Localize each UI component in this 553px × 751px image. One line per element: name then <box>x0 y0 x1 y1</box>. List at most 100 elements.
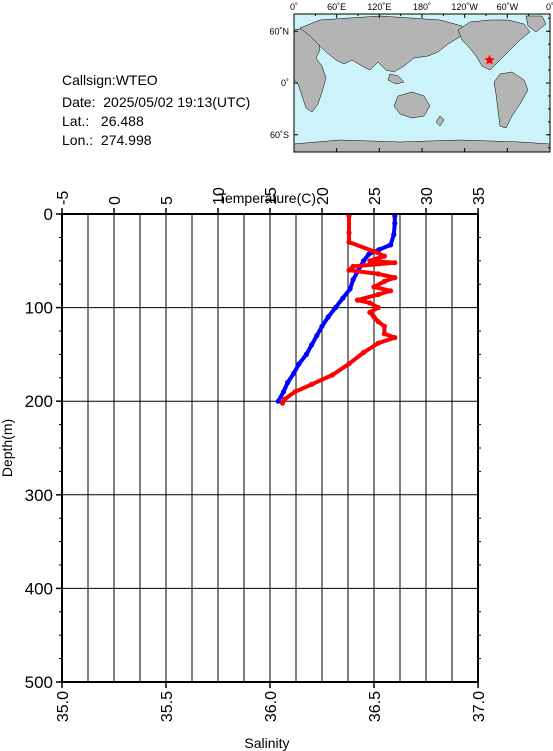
y-tick-label: 100 <box>25 299 53 318</box>
temperature-data-point <box>314 333 320 339</box>
salinity-data-point <box>346 239 352 245</box>
temperature-data-point <box>296 361 302 367</box>
date-value: 2025/05/02 19:13(UTC) <box>103 94 251 110</box>
top-tick-label: 25 <box>367 187 384 205</box>
map-ticks <box>293 14 551 152</box>
y-tick-label: 500 <box>25 673 53 692</box>
salinity-profile-line <box>280 213 397 406</box>
map-lon-label: 0˚ <box>546 2 553 12</box>
temperature-data-point <box>376 247 382 253</box>
temperature-data-point <box>332 305 339 311</box>
station-marker <box>484 54 495 65</box>
lat-line: Lat.: 26.488 <box>62 113 144 129</box>
top-tick-label: 30 <box>419 187 436 205</box>
top-tick-label: 35 <box>471 187 488 205</box>
map-lon-labels: 0˚ 60˚E 120˚E 180˚ 120˚W 60˚W 0˚ <box>290 2 553 12</box>
salinity-data-point <box>392 335 398 341</box>
salinity-data-point <box>375 305 381 311</box>
salinity-data-point <box>346 267 352 273</box>
salinity-data-point <box>346 230 352 236</box>
top-tick-label: 20 <box>315 187 332 205</box>
salinity-data-point <box>381 278 387 284</box>
map-lon-label: 180˚ <box>413 2 431 12</box>
map-lon-label: 60˚W <box>497 2 519 12</box>
salinity-data-point <box>279 400 286 406</box>
bottom-tick-label: 36.0 <box>263 691 280 722</box>
temperature-data-point <box>388 242 394 248</box>
temperature-data-point <box>319 323 325 329</box>
temperature-data-point <box>392 220 398 226</box>
y-tick-label: 400 <box>25 579 53 598</box>
map-lat-label: 60˚N <box>269 26 289 36</box>
y-tick-label: 0 <box>44 205 53 224</box>
bottom-tick-label: 37.0 <box>471 691 488 722</box>
land-australia <box>393 91 431 119</box>
salinity-data-point <box>381 331 387 337</box>
temperature-data-point <box>285 379 291 386</box>
salinity-data-point <box>361 349 367 356</box>
top-tick-label: 15 <box>263 187 280 205</box>
top-axis-title: Temperature(C) <box>218 190 316 206</box>
land-north-america <box>457 19 531 71</box>
map-lon-label: 120˚E <box>367 2 391 12</box>
map-lon-label: 0˚ <box>290 2 298 12</box>
temperature-data-point <box>347 286 353 292</box>
map-lon-label: 60˚E <box>327 2 346 12</box>
date-line: Date: 2025/05/02 19:13(UTC) <box>62 94 250 110</box>
salinity-data-point <box>381 253 387 259</box>
map-lat-labels: 60˚N 0˚ 60˚S <box>269 26 289 140</box>
salinity-data-point <box>350 263 356 269</box>
plot-grid <box>62 214 478 682</box>
lat-label: Lat.: <box>62 113 90 129</box>
map-lat-label: 0˚ <box>281 78 289 88</box>
salinity-data-point <box>371 284 377 290</box>
salinity-data-point <box>367 300 373 306</box>
temperature-data-point <box>361 258 367 264</box>
top-tick-label: 10 <box>211 187 228 205</box>
salinity-data-point <box>392 260 398 266</box>
bottom-tick-label: 36.5 <box>367 691 384 722</box>
salinity-data-point <box>392 275 398 281</box>
salinity-data-point <box>375 340 381 346</box>
salinity-data-point <box>367 309 373 315</box>
callsign-label: Callsign: <box>62 72 116 88</box>
world-map: 0˚ 60˚E 120˚E 180˚ 120˚W 60˚W 0˚ 60˚N 0˚ 60˚S <box>269 2 553 153</box>
temperature-profile-line <box>276 213 397 404</box>
map-land <box>293 15 551 153</box>
land-se-asia <box>387 73 405 85</box>
temperature-data-point <box>280 389 287 395</box>
salinity-data-point <box>375 291 381 298</box>
bottom-axis-title: Salinity <box>244 735 289 751</box>
callsign-value: WTEO <box>115 72 158 88</box>
land-greenland <box>525 15 547 33</box>
station-star-icon <box>484 54 495 65</box>
y-axis-title: Depth(m) <box>0 419 15 477</box>
land-south-america <box>493 71 529 129</box>
land-new-zealand <box>435 115 445 127</box>
temperature-data-point <box>303 351 309 357</box>
temperature-data-point <box>275 398 281 404</box>
lon-label: Lon.: <box>62 132 94 148</box>
date-label: Date: <box>62 94 96 110</box>
bottom-tick-label: 35.5 <box>159 691 176 722</box>
callsign-line: Callsign:WTEO <box>62 72 158 88</box>
lon-line: Lon.: 274.998 <box>62 132 152 148</box>
top-tick-label: -5 <box>55 191 72 205</box>
series-layer <box>275 213 398 406</box>
y-tick-label: 300 <box>25 486 53 505</box>
temperature-data-point <box>325 314 331 320</box>
y-tick-label: 200 <box>25 392 53 411</box>
bottom-tick-label: 35.0 <box>55 691 72 722</box>
salinity-data-point <box>309 381 315 387</box>
salinity-data-point <box>367 258 373 264</box>
temperature-data-point <box>391 232 397 238</box>
map-lat-label: 60˚S <box>270 130 289 140</box>
salinity-data-point <box>375 319 381 325</box>
land-eurasia <box>299 15 469 73</box>
lat-value: 26.488 <box>100 113 144 129</box>
salinity-data-point <box>292 389 298 395</box>
salinity-data-point <box>371 248 377 254</box>
top-tick-label: 0 <box>107 196 124 205</box>
